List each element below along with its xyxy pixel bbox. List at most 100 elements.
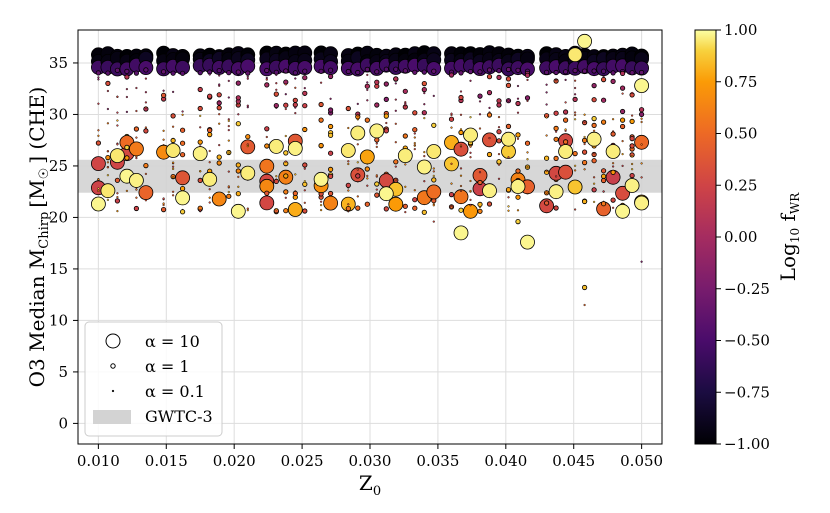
data-point — [459, 184, 463, 188]
data-point — [275, 175, 278, 178]
data-point — [432, 170, 435, 173]
data-point — [423, 91, 426, 95]
data-point — [345, 105, 351, 112]
data-point — [629, 118, 635, 125]
colorbar-tick-label: 0.50 — [724, 125, 757, 143]
data-point — [591, 116, 597, 122]
data-point — [275, 73, 278, 76]
data-point — [303, 201, 306, 204]
x-tick-label: 0.010 — [77, 452, 120, 470]
data-point — [591, 187, 597, 193]
data-point — [287, 140, 303, 156]
colorbar-tick-label: 1.00 — [724, 21, 757, 39]
x-tick-label: 0.030 — [349, 452, 392, 470]
data-point — [264, 126, 270, 132]
data-point — [545, 191, 548, 194]
data-point — [524, 72, 531, 78]
data-point — [124, 74, 130, 80]
data-point — [573, 111, 577, 114]
data-point — [237, 175, 240, 178]
data-point — [515, 168, 521, 174]
data-point — [208, 73, 211, 76]
data-point — [375, 188, 378, 191]
data-point — [100, 183, 116, 199]
data-point — [507, 156, 510, 159]
legend-label-alpha-1: α = 1 — [145, 357, 190, 376]
data-point — [170, 137, 176, 144]
data-point — [327, 73, 334, 80]
data-point — [355, 205, 361, 211]
data-point — [313, 171, 329, 187]
data-point — [432, 167, 435, 170]
data-point — [505, 82, 512, 89]
data-point — [621, 164, 624, 167]
data-point — [116, 124, 119, 127]
data-point — [374, 102, 380, 108]
data-point — [378, 186, 394, 202]
data-point — [135, 196, 138, 199]
data-point — [520, 234, 535, 250]
data-point — [347, 189, 350, 192]
data-point — [246, 207, 249, 210]
data-point — [526, 158, 529, 161]
data-point — [135, 188, 138, 191]
data-point — [162, 202, 165, 205]
data-point — [144, 77, 147, 80]
data-point — [208, 196, 211, 199]
data-point — [478, 100, 482, 103]
data-point — [505, 66, 512, 73]
data-point — [638, 107, 645, 113]
data-point — [302, 181, 308, 187]
y-axis-ticks: 0 5 10 15 20 25 30 35 — [49, 54, 78, 432]
data-point — [162, 197, 165, 200]
data-point — [459, 167, 463, 170]
data-point — [227, 190, 230, 194]
data-point — [264, 143, 270, 149]
data-point — [105, 80, 111, 87]
data-point — [197, 86, 203, 93]
data-point — [564, 101, 567, 104]
data-point — [553, 69, 559, 76]
data-point — [175, 190, 191, 206]
data-point — [412, 127, 418, 133]
data-point — [327, 166, 334, 172]
data-point — [469, 116, 472, 119]
data-point — [320, 204, 323, 207]
data-point — [366, 88, 369, 91]
data-point — [573, 118, 577, 121]
data-point — [374, 79, 380, 85]
data-point — [265, 135, 268, 139]
data-point — [426, 184, 442, 200]
data-point — [543, 155, 550, 161]
data-point — [216, 68, 222, 74]
data-point — [366, 177, 369, 180]
data-point — [463, 127, 478, 143]
x-tick-label: 0.040 — [484, 452, 527, 470]
x-tick-label: 0.050 — [620, 452, 663, 470]
data-point — [302, 90, 308, 96]
data-point — [297, 60, 313, 75]
data-point — [327, 107, 334, 113]
data-point — [216, 160, 222, 166]
data-point — [355, 173, 361, 179]
data-point — [591, 158, 597, 164]
data-point — [402, 68, 408, 74]
data-point — [91, 196, 106, 212]
data-point — [453, 189, 469, 205]
data-point — [562, 109, 569, 115]
data-point — [402, 88, 408, 94]
data-point — [97, 78, 100, 81]
data-point — [199, 170, 202, 173]
data-point — [320, 209, 323, 212]
y-tick-label: 5 — [58, 363, 68, 381]
colorbar-tick-label: −1.00 — [724, 435, 770, 453]
data-point — [218, 144, 221, 147]
data-point — [284, 134, 287, 138]
data-point — [97, 102, 100, 105]
data-point — [638, 111, 645, 118]
data-point — [553, 136, 559, 142]
data-point — [573, 86, 577, 90]
data-point — [413, 148, 416, 151]
data-point — [453, 141, 469, 157]
data-point — [283, 102, 289, 108]
